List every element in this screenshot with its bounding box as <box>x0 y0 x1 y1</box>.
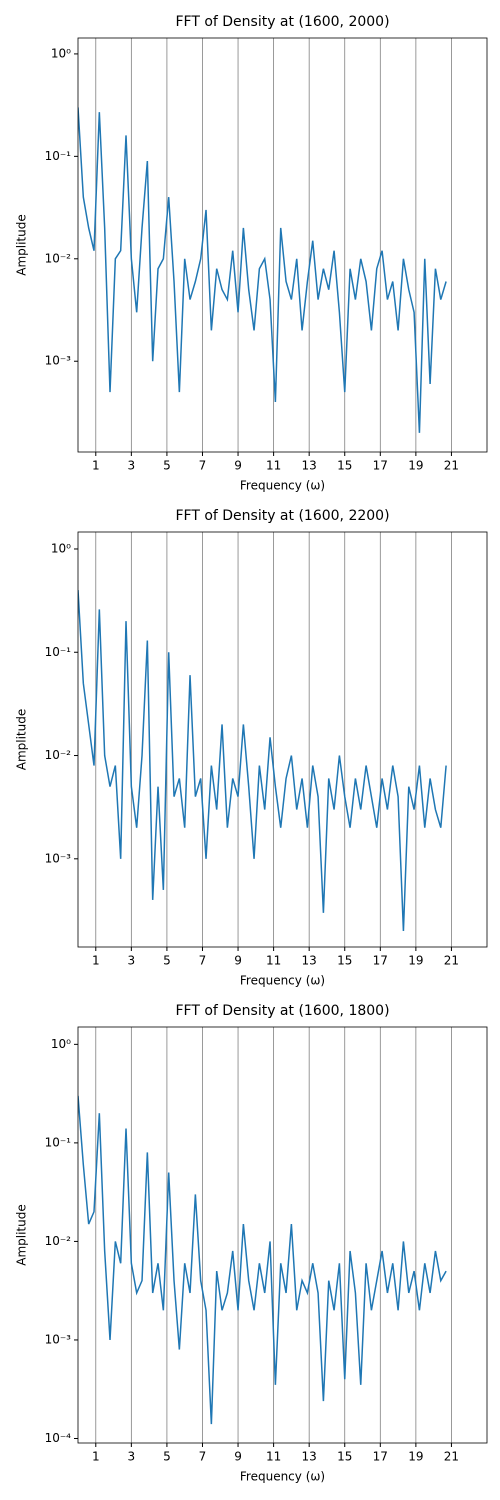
y-axis-label: Amplitude <box>15 214 29 276</box>
x-tick-label: 1 <box>92 1450 100 1464</box>
x-tick-label: 11 <box>266 1450 281 1464</box>
x-tick-label: 7 <box>199 1450 207 1464</box>
x-tick-label: 3 <box>128 954 136 968</box>
x-tick-label: 5 <box>163 1450 171 1464</box>
y-tick-label: 10⁰ <box>51 541 71 555</box>
chart-title: FFT of Density at (1600, 2200) <box>175 508 389 524</box>
x-tick-label: 13 <box>302 1450 317 1464</box>
x-tick-label: 21 <box>444 1450 459 1464</box>
x-tick-label: 1 <box>92 954 100 968</box>
subplot: FFT of Density at (1600, 1800) Frequency … <box>15 1003 488 1484</box>
y-tick-label: 10⁻⁴ <box>45 1431 72 1445</box>
x-tick-label: 7 <box>199 459 207 473</box>
x-axis-label: Frequency (ω) <box>240 479 325 493</box>
y-tick-label: 10⁻² <box>45 748 72 762</box>
x-tick-label: 3 <box>128 459 136 473</box>
x-axis-label: Frequency (ω) <box>240 1470 325 1484</box>
line-series <box>78 107 447 433</box>
line-series <box>78 590 447 932</box>
x-tick-label: 17 <box>373 1450 388 1464</box>
axes-frame <box>77 37 488 453</box>
subplot: FFT of Density at (1600, 2200) Frequency … <box>15 508 488 988</box>
x-tick-label: 21 <box>444 954 459 968</box>
y-tick-label: 10⁰ <box>51 46 71 60</box>
x-tick-label: 15 <box>337 954 352 968</box>
x-tick-label: 15 <box>337 459 352 473</box>
x-tick-label: 5 <box>163 954 171 968</box>
x-tick-label: 1 <box>92 459 100 473</box>
x-tick-label: 5 <box>163 459 171 473</box>
x-tick-label: 15 <box>337 1450 352 1464</box>
y-tick-label: 10⁰ <box>51 1037 71 1051</box>
line-series <box>78 1095 447 1425</box>
y-tick-label: 10⁻³ <box>45 851 72 865</box>
axes-frame <box>77 1026 488 1444</box>
x-tick-label: 11 <box>266 459 281 473</box>
x-tick-label: 19 <box>408 459 423 473</box>
y-axis-label: Amplitude <box>15 1204 29 1266</box>
x-tick-label: 3 <box>128 1450 136 1464</box>
x-tick-label: 21 <box>444 459 459 473</box>
x-tick-label: 19 <box>408 954 423 968</box>
y-tick-label: 10⁻³ <box>45 1332 72 1346</box>
x-tick-label: 13 <box>302 954 317 968</box>
chart-title: FFT of Density at (1600, 1800) <box>175 1003 389 1019</box>
x-tick-label: 13 <box>302 459 317 473</box>
y-tick-label: 10⁻² <box>45 1234 72 1248</box>
y-tick-label: 10⁻² <box>45 251 72 265</box>
x-tick-label: 9 <box>234 1450 242 1464</box>
subplot: FFT of Density at (1600, 2000) Frequency … <box>15 14 488 493</box>
x-tick-label: 17 <box>373 459 388 473</box>
chart-title: FFT of Density at (1600, 2000) <box>175 14 389 30</box>
x-tick-label: 9 <box>234 459 242 473</box>
x-tick-label: 17 <box>373 954 388 968</box>
x-axis-label: Frequency (ω) <box>240 974 325 988</box>
x-tick-label: 9 <box>234 954 242 968</box>
y-tick-label: 10⁻¹ <box>45 149 72 163</box>
x-tick-label: 11 <box>266 954 281 968</box>
x-tick-label: 7 <box>199 954 207 968</box>
x-tick-label: 19 <box>408 1450 423 1464</box>
y-tick-label: 10⁻¹ <box>45 1135 72 1149</box>
y-tick-label: 10⁻¹ <box>45 645 72 659</box>
y-axis-label: Amplitude <box>15 709 29 771</box>
y-tick-label: 10⁻³ <box>45 354 72 368</box>
axes-frame <box>77 531 488 948</box>
